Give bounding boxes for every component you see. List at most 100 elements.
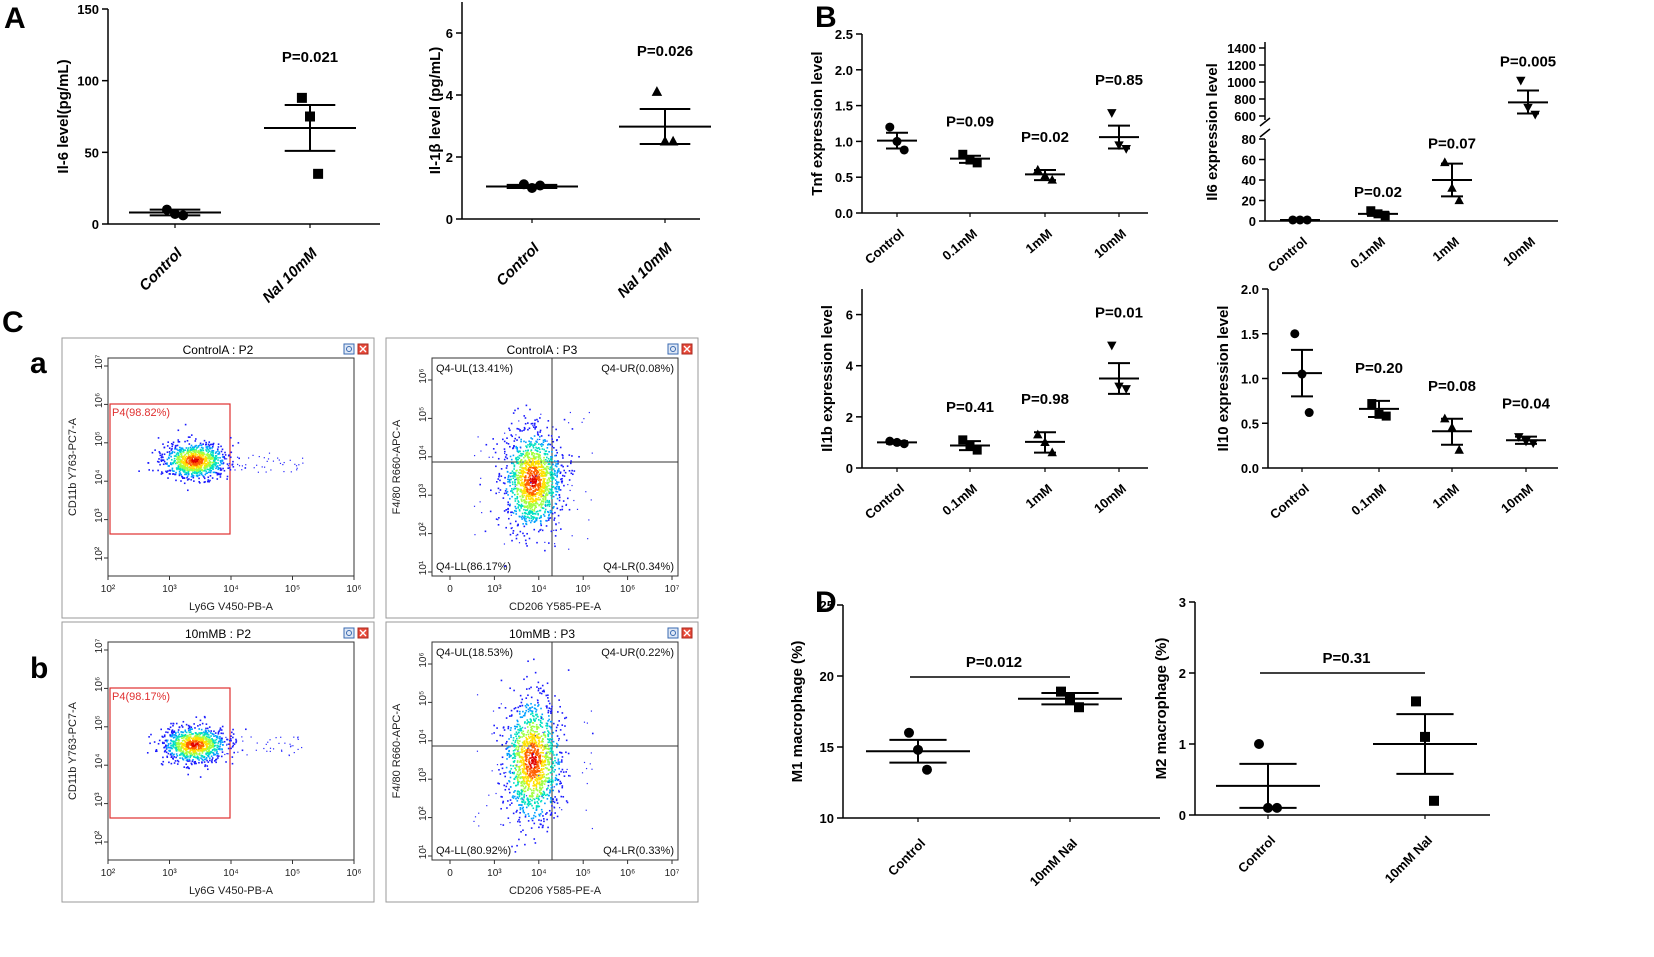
event-dot (214, 735, 217, 737)
event-dot (526, 782, 529, 785)
event-dot (554, 779, 557, 782)
event-dot (182, 753, 185, 756)
event-dot (554, 695, 556, 697)
event-dot (170, 463, 173, 466)
event-dot (206, 448, 209, 450)
y-tick-label: 1400 (1227, 41, 1256, 56)
event-dot (196, 753, 198, 755)
event-dot (199, 482, 201, 484)
event-dot (220, 755, 223, 758)
event-dot (520, 438, 522, 441)
event-dot (554, 812, 556, 814)
event-dot (188, 760, 191, 762)
event-dot (544, 452, 547, 455)
event-dot (533, 503, 535, 505)
event-dot (266, 460, 268, 462)
event-dot (528, 452, 530, 455)
event-dot (544, 503, 547, 506)
event-dot (535, 759, 537, 761)
event-dot (532, 756, 534, 759)
event-dot (531, 460, 534, 462)
event-dot (237, 463, 239, 466)
event-dot (174, 462, 177, 465)
event-dot (518, 478, 520, 481)
event-dot (550, 764, 553, 767)
event-dot (546, 780, 548, 783)
event-dot (181, 740, 184, 742)
event-dot (473, 454, 476, 457)
data-point (651, 86, 663, 96)
event-dot (508, 771, 511, 773)
event-dot (543, 780, 546, 782)
event-dot (538, 739, 540, 741)
event-dot (503, 772, 505, 774)
event-dot (534, 468, 536, 471)
axis-break-mark (1259, 128, 1271, 138)
restore-icon (667, 627, 679, 639)
event-dot (524, 417, 527, 419)
event-dot (543, 448, 545, 451)
event-dot (509, 522, 512, 525)
event-dot (523, 733, 525, 735)
event-dot (170, 747, 172, 749)
event-dot (546, 447, 549, 449)
event-dot (552, 766, 554, 769)
y-tick-label: 4 (446, 88, 454, 103)
event-dot (554, 543, 556, 545)
event-dot (513, 465, 516, 468)
event-dot (528, 761, 530, 764)
event-dot (517, 771, 519, 773)
event-dot (188, 737, 191, 740)
event-dot (188, 725, 191, 728)
event-dot (173, 460, 176, 462)
event-dot (536, 789, 539, 791)
event-dot (543, 459, 545, 461)
event-dot (539, 488, 541, 491)
event-dot (205, 457, 207, 459)
event-dot (197, 452, 200, 455)
event-dot (516, 745, 518, 748)
y-axis-label: Il-1β level (pg/mL) (427, 47, 444, 175)
event-dot (188, 731, 191, 734)
event-dot (525, 706, 528, 709)
event-dot (177, 735, 180, 737)
event-dot (186, 464, 188, 467)
event-dot (517, 754, 520, 757)
event-dot (175, 742, 178, 744)
event-dot (209, 747, 212, 750)
event-dot (228, 454, 230, 456)
event-dot (533, 734, 535, 736)
event-dot (182, 451, 185, 454)
event-dot (523, 764, 525, 767)
y-tick-label: 10² (418, 522, 429, 537)
event-dot (556, 815, 559, 818)
event-dot (210, 730, 213, 732)
event-dot (515, 460, 518, 462)
event-dot (524, 468, 526, 470)
event-dot (526, 726, 529, 728)
event-dot (538, 813, 540, 816)
event-dot (199, 448, 202, 451)
event-dot (201, 738, 204, 740)
event-dot (550, 488, 552, 491)
event-dot (558, 488, 561, 491)
event-dot (176, 748, 179, 751)
event-dot (170, 752, 173, 755)
event-dot (517, 488, 520, 490)
event-dot (213, 748, 215, 750)
event-dot (194, 738, 196, 741)
event-dot (544, 764, 547, 766)
event-dot (507, 501, 509, 504)
event-dot (232, 744, 235, 747)
event-dot (521, 463, 524, 466)
event-dot (172, 722, 174, 725)
event-dot (524, 721, 526, 723)
event-dot (570, 462, 572, 465)
event-dot (524, 814, 527, 816)
event-dot (166, 463, 168, 465)
event-dot (534, 671, 537, 674)
event-dot (565, 751, 567, 754)
event-dot (541, 690, 544, 693)
event-dot (189, 742, 192, 745)
